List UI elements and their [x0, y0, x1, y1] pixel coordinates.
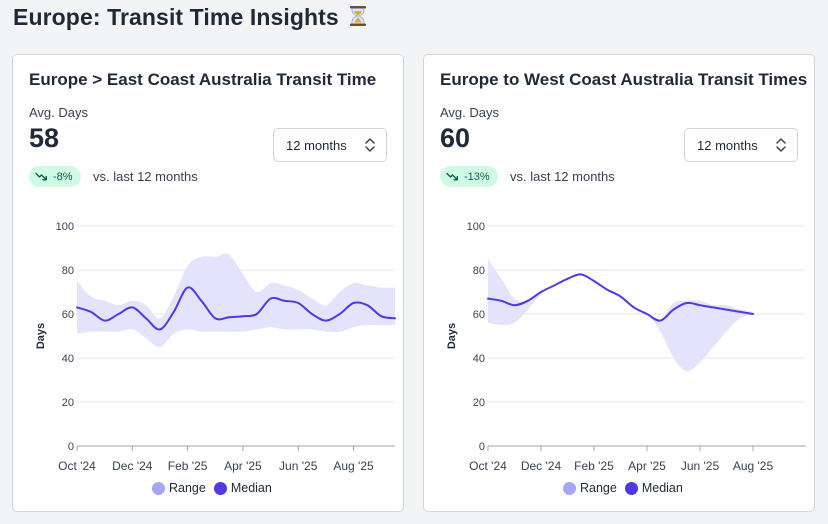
- compare-text: vs. last 12 months: [93, 169, 198, 184]
- legend-item-median[interactable]: Median: [624, 481, 683, 495]
- x-tick-label: Dec '24: [112, 459, 153, 473]
- period-select-value: 12 months: [286, 137, 347, 153]
- avg-days-value: 58: [29, 123, 60, 153]
- x-tick-label: Oct '24: [469, 459, 507, 473]
- hourglass-icon: [350, 6, 367, 26]
- x-tick-label: Jun '25: [279, 459, 318, 473]
- card-title: Europe to West Coast Australia Transit T…: [440, 70, 808, 89]
- change-value: -8%: [53, 170, 73, 183]
- range-band: [77, 253, 395, 348]
- page-title-text: Europe: Transit Time Insights: [13, 4, 339, 30]
- x-tick-label: Jun '25: [681, 459, 720, 473]
- x-tick-label: Apr '25: [224, 459, 262, 473]
- page-title: Europe: Transit Time Insights: [13, 4, 368, 31]
- x-tick-label: Feb '25: [168, 459, 208, 473]
- y-tick-label: 20: [473, 397, 485, 409]
- x-tick-label: Feb '25: [574, 459, 614, 473]
- period-select[interactable]: 12 months: [273, 128, 387, 162]
- trend-down-icon: [35, 172, 47, 181]
- east-coast-card: Europe > East Coast Australia Transit Ti…: [12, 54, 404, 512]
- change-value: -13%: [464, 170, 490, 183]
- legend-swatch-range: [563, 481, 576, 495]
- y-tick-label: 40: [62, 353, 74, 365]
- avg-days-value: 60: [440, 123, 471, 153]
- change-badge: -8%: [29, 166, 81, 187]
- period-select-value: 12 months: [697, 137, 758, 153]
- x-tick-label: Aug '25: [733, 459, 774, 473]
- y-tick-label: 80: [62, 265, 74, 277]
- avg-days-label: Avg. Days: [440, 105, 500, 120]
- chart-legend: Range Median: [563, 481, 683, 495]
- y-axis-title: Days: [446, 323, 458, 349]
- legend-item-range[interactable]: Range: [563, 481, 617, 495]
- y-tick-label: 100: [56, 221, 74, 233]
- trend-down-icon: [446, 172, 458, 181]
- legend-swatch-median: [624, 481, 638, 495]
- period-select[interactable]: 12 months: [684, 128, 798, 162]
- y-tick-label: 40: [473, 353, 485, 365]
- east-coast-chart: 0 20 40 60 80 100 Oct '24 Dec '24 Feb '25 Apr '25…: [35, 221, 396, 473]
- y-tick-label: 0: [479, 441, 485, 453]
- avg-days-label: Avg. Days: [29, 105, 89, 120]
- chevron-up-down-icon: [776, 138, 786, 152]
- y-tick-label: 80: [473, 265, 485, 277]
- west-coast-card: Europe to West Coast Australia Transit T…: [423, 54, 815, 512]
- y-tick-label: 60: [473, 309, 485, 321]
- median-line[interactable]: [76, 286, 396, 331]
- x-tick-label: Apr '25: [628, 459, 666, 473]
- change-badge: -13%: [440, 166, 498, 187]
- legend-label-range: Range: [580, 481, 617, 495]
- chevron-up-down-icon: [365, 138, 375, 152]
- y-tick-label: 20: [62, 397, 74, 409]
- legend-swatch-range: [152, 481, 165, 495]
- legend-item-median[interactable]: Median: [213, 481, 272, 495]
- legend-label-median: Median: [641, 481, 683, 495]
- compare-text: vs. last 12 months: [510, 169, 615, 184]
- y-tick-label: 0: [68, 441, 74, 453]
- y-tick-label: 100: [467, 221, 485, 233]
- legend-label-median: Median: [230, 481, 272, 495]
- range-band: [488, 259, 753, 372]
- west-coast-chart: 0 20 40 60 80 100 Oct '24 Dec '24 Feb '25 Apr '25…: [446, 221, 806, 473]
- card-title: Europe > East Coast Australia Transit Ti…: [29, 70, 377, 89]
- y-axis-title: Days: [35, 323, 47, 349]
- median-line[interactable]: [487, 273, 754, 322]
- y-tick-label: 60: [62, 309, 74, 321]
- x-tick-label: Aug '25: [333, 459, 374, 473]
- legend-label-range: Range: [169, 481, 206, 495]
- legend-item-range[interactable]: Range: [152, 481, 206, 495]
- x-tick-label: Dec '24: [521, 459, 562, 473]
- chart-legend: Range Median: [152, 481, 272, 495]
- x-tick-label: Oct '24: [58, 459, 96, 473]
- legend-swatch-median: [213, 481, 227, 495]
